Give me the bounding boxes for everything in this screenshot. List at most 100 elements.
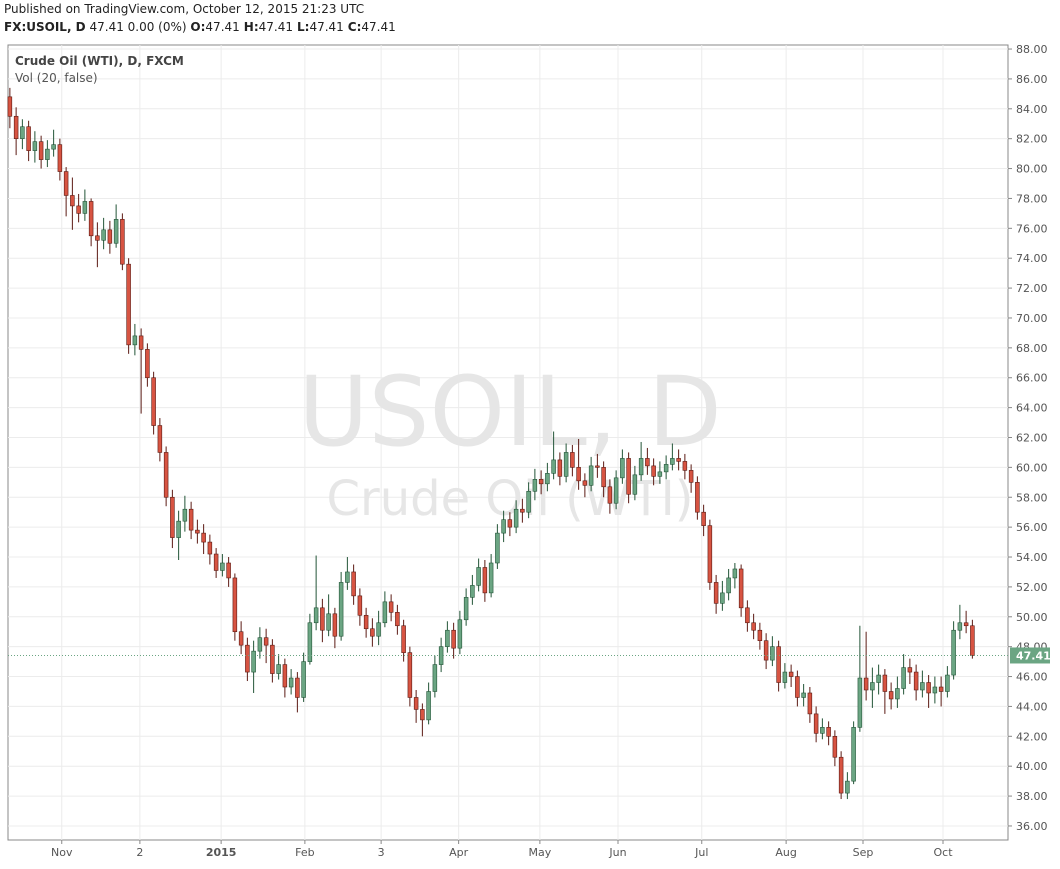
candle-body [201,532,206,543]
candle-body [532,479,538,492]
candle-body [213,553,219,571]
y-tick-label: 80.00 [1016,163,1048,176]
candle-body [826,727,831,737]
candle-body [282,664,288,688]
ohlc: O:47.41 H:47.41 L:47.41 C:47.41 [190,20,399,34]
candle-body [132,335,138,346]
candle-body [388,601,394,613]
candle-body [82,201,88,214]
ohlc-key: L: [296,20,310,34]
candle-body [626,458,631,495]
candle-body [601,467,606,488]
x-tick-label: May [529,846,552,859]
candle-body [432,664,438,692]
x-tick-label: Nov [51,846,73,859]
ohlc-value: 47.41 [309,20,344,34]
y-tick-label: 86.00 [1016,73,1048,86]
candle-body [538,479,544,485]
legend-volume: Vol (20, false) [15,71,98,85]
y-tick-label: 70.00 [1016,312,1048,325]
candle-body [270,644,275,674]
candle-body [920,682,925,691]
candle-body [795,676,800,698]
y-tick-label: 66.00 [1016,372,1048,385]
candle-body [457,619,463,649]
candle-body [345,571,350,583]
candle-body [95,235,100,241]
candle-body [407,652,413,698]
candle-body [551,459,556,474]
candle-body [495,532,500,564]
candle-body [326,613,331,631]
candle-body [563,452,569,477]
x-tick-label: 2015 [206,846,237,859]
candle-body [632,474,638,495]
candle-body [263,637,269,646]
candle-body [863,677,869,691]
candle-body [651,465,656,477]
candle-body [63,171,69,196]
candle-body [476,567,481,586]
candle-body [145,349,150,379]
candle-body [382,601,388,624]
legend-series: Crude Oil (WTI), D, FXCM [15,54,184,68]
x-tick-label: Jul [694,846,708,859]
candle-body [338,582,344,637]
ohlc-value: 47.41 [258,20,293,34]
candle-body [88,201,94,237]
candle-body [351,571,356,597]
candle-body [838,756,844,794]
candle-body [7,96,13,117]
y-tick-label: 44.00 [1016,700,1048,713]
ohlc-key: C: [347,20,362,34]
candle-body [895,688,900,700]
candle-body [357,595,363,616]
watermark-symbol: USOIL, D [298,356,722,468]
candle-body [76,205,81,214]
candle-body [813,713,819,734]
candle-body [220,562,225,571]
candle-body [245,644,250,673]
y-tick-label: 72.00 [1016,282,1048,295]
last-price-label: 47.41 [1016,649,1051,662]
x-tick-label: Apr [449,846,469,859]
candle-body [845,780,850,794]
candle-body [488,562,494,594]
candle-body [438,646,444,665]
candle-body [751,622,756,631]
y-tick-label: 40.00 [1016,760,1048,773]
candle-body [832,736,838,758]
plot-frame [7,44,1009,841]
candle-body [776,646,781,683]
candle-body [70,195,75,207]
candle-body [770,646,775,661]
x-tick-label: 2 [136,846,143,859]
candle-body [576,467,581,482]
candle-body [120,219,125,265]
candle-body [107,229,113,244]
candle-body [657,471,663,477]
y-tick-label: 54.00 [1016,551,1048,564]
candles [7,87,975,800]
candle-body [307,622,313,662]
y-tick-label: 46.00 [1016,671,1048,684]
candle-body [901,667,906,689]
candle-body [951,629,956,676]
candle-body [395,612,400,627]
candle-body [782,671,788,683]
candle-body [188,508,194,531]
candle-body [763,640,769,661]
candle-body [451,629,456,649]
candle-body [676,458,681,462]
candle-body [195,529,200,534]
y-tick-label: 38.00 [1016,790,1048,803]
candle-body [232,577,238,633]
candle-body [876,674,881,683]
candle-body [582,480,588,486]
candle-body [363,614,369,630]
candle-body [682,461,688,471]
candle-body [501,519,506,534]
ohlc-value: 47.41 [205,20,240,34]
